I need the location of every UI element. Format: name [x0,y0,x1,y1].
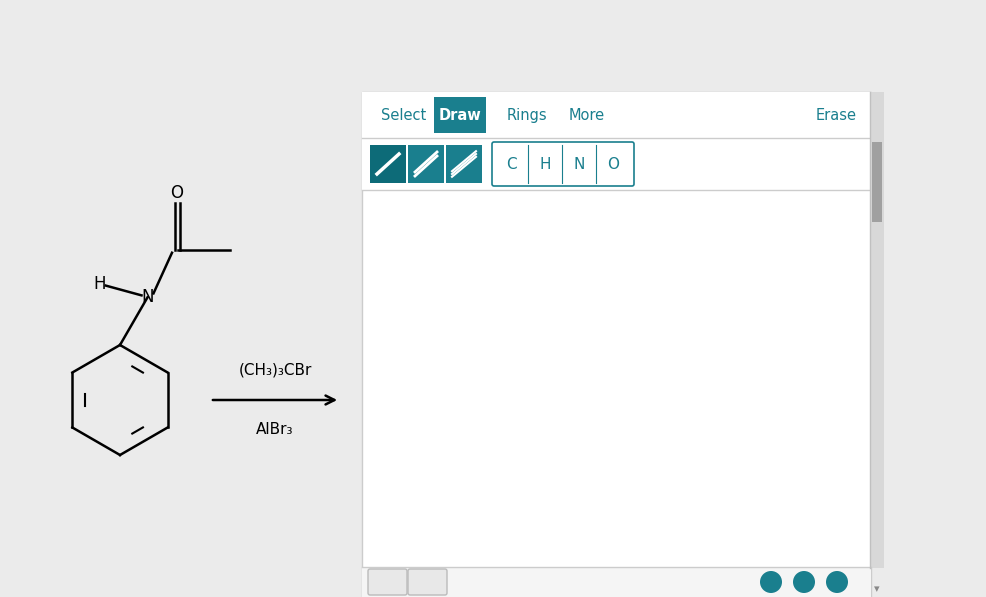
Bar [869,92,883,568]
Bar [362,567,870,597]
Bar [362,138,870,190]
Bar [362,92,870,597]
Bar [407,145,444,183]
FancyBboxPatch shape [491,142,633,186]
Text: O: O [606,156,618,171]
Bar [362,92,870,138]
Circle shape [792,571,814,593]
Text: H: H [538,156,550,171]
Text: N: N [573,156,584,171]
Text: Rings: Rings [506,107,547,122]
Text: H: H [94,275,106,293]
Bar [370,145,405,183]
Circle shape [759,571,781,593]
Text: Draw: Draw [438,107,481,122]
Text: ▾: ▾ [874,584,879,594]
Bar [434,97,485,133]
Text: (CH₃)₃CBr: (CH₃)₃CBr [238,362,312,377]
Text: More: More [568,107,604,122]
Text: Erase: Erase [814,107,856,122]
Bar [871,142,881,222]
Circle shape [825,571,847,593]
Text: C: C [505,156,516,171]
Text: Select: Select [381,107,426,122]
FancyBboxPatch shape [407,569,447,595]
Text: AlBr₃: AlBr₃ [256,423,294,438]
Bar [446,145,481,183]
Text: N: N [141,288,154,306]
Text: O: O [171,184,183,202]
FancyBboxPatch shape [368,569,406,595]
